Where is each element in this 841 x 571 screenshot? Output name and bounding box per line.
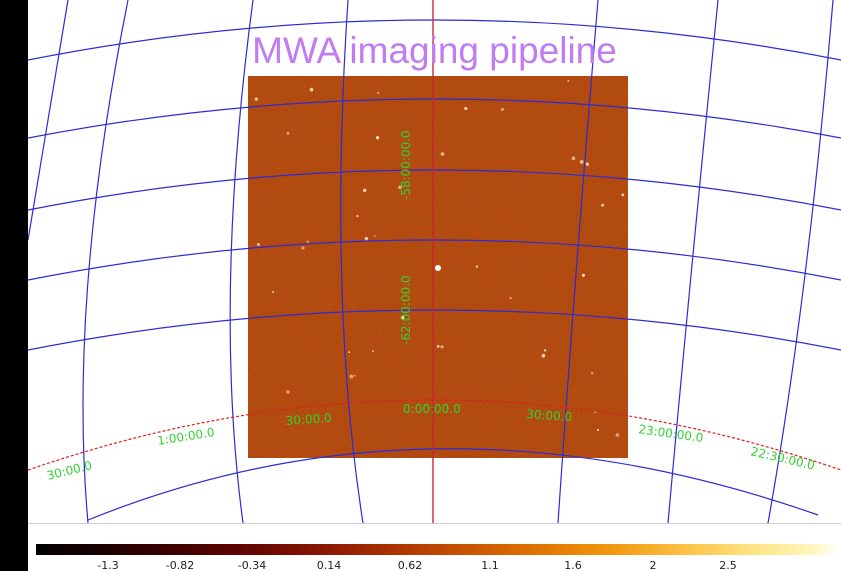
point-source bbox=[257, 243, 260, 246]
ra-label-6: 22:30:00.0 bbox=[749, 444, 816, 472]
ra-label-5: 23:00:00.0 bbox=[638, 422, 705, 445]
dec-label-62: -62:00:00.0 bbox=[399, 275, 413, 345]
point-source bbox=[464, 106, 468, 111]
point-source bbox=[376, 136, 380, 140]
colorbar-tick: 1.6 bbox=[564, 559, 582, 571]
point-source bbox=[353, 374, 356, 377]
dec-label-58: -58:00:00.0 bbox=[399, 130, 413, 200]
point-source bbox=[615, 433, 620, 437]
point-source bbox=[286, 131, 290, 135]
point-source bbox=[440, 152, 445, 156]
point-source bbox=[309, 87, 314, 92]
point-source bbox=[349, 374, 354, 379]
point-source bbox=[372, 350, 374, 352]
point-source bbox=[475, 265, 479, 268]
colorbar-tick: -1.3 bbox=[97, 559, 119, 571]
point-source bbox=[306, 240, 309, 243]
point-source bbox=[356, 215, 359, 218]
point-source bbox=[348, 351, 351, 353]
bright-source bbox=[435, 265, 441, 271]
point-source bbox=[541, 353, 546, 358]
ra-label-2: 30:00.0 bbox=[285, 411, 332, 428]
point-source bbox=[254, 97, 258, 101]
point-source bbox=[597, 428, 600, 432]
point-source bbox=[543, 349, 547, 352]
point-source bbox=[585, 162, 589, 166]
point-source bbox=[621, 193, 625, 197]
ra-label-1: 1:00:00.0 bbox=[156, 425, 215, 448]
colorbar-tick: 1.1 bbox=[481, 559, 499, 571]
point-source bbox=[571, 156, 576, 160]
point-source bbox=[567, 80, 570, 82]
ra-label-4: 30:00.0 bbox=[526, 407, 573, 424]
colorbar[interactable] bbox=[36, 544, 841, 555]
point-source bbox=[377, 91, 380, 94]
colorbar-tick: -0.34 bbox=[237, 559, 267, 571]
colorbar-tick: 0.62 bbox=[397, 559, 423, 571]
point-source bbox=[579, 160, 584, 164]
point-source bbox=[581, 273, 585, 277]
image-viewer[interactable]: -58:00:00.0 -62:00:00.0 30:00.0 1:00:00.… bbox=[28, 0, 841, 571]
ra-label-3: 0:00:00.0 bbox=[403, 402, 461, 416]
point-source bbox=[364, 236, 369, 241]
point-source bbox=[286, 390, 290, 394]
radio-image bbox=[248, 76, 628, 458]
point-source bbox=[601, 203, 605, 207]
point-source bbox=[272, 291, 275, 293]
point-source bbox=[509, 297, 512, 300]
colorbar-panel: -1.3 -0.82 -0.34 0.14 0.62 1.1 1.6 2 2.5 bbox=[28, 523, 841, 571]
sky-canvas[interactable]: -58:00:00.0 -62:00:00.0 30:00.0 1:00:00.… bbox=[28, 0, 841, 523]
colorbar-tick: 2 bbox=[649, 559, 657, 571]
point-source bbox=[363, 188, 367, 192]
colorbar-tick: 2.5 bbox=[719, 559, 737, 571]
point-source bbox=[400, 315, 405, 320]
colorbar-tick: 0.14 bbox=[316, 559, 342, 571]
point-source bbox=[301, 246, 305, 250]
point-source bbox=[590, 371, 594, 375]
point-source bbox=[500, 107, 504, 111]
horizon-line bbox=[28, 399, 841, 471]
point-source bbox=[398, 185, 402, 190]
point-source bbox=[440, 345, 444, 349]
colorbar-tick: -0.82 bbox=[165, 559, 195, 571]
point-sources bbox=[254, 80, 625, 437]
point-source bbox=[436, 345, 440, 348]
point-source bbox=[373, 235, 376, 238]
